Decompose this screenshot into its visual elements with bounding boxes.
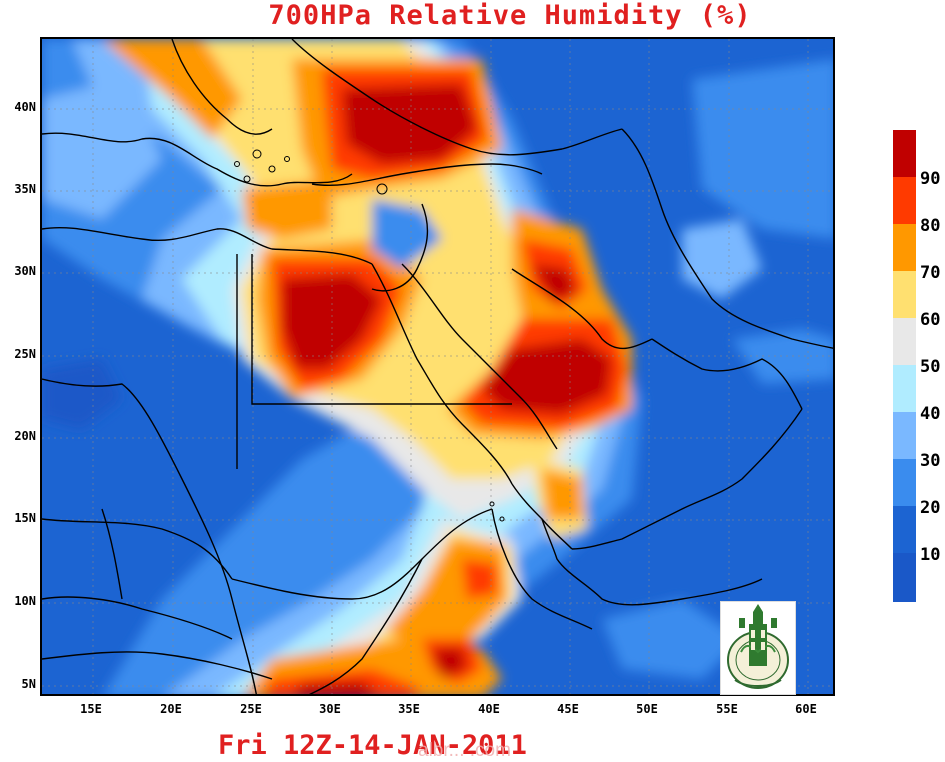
colorbar-label-10: 10 (920, 545, 941, 565)
colorbar-label-90: 90 (920, 169, 941, 189)
colorbar-label-40: 40 (920, 404, 941, 424)
lat-label-25n: 25N (14, 347, 36, 361)
lon-label-60e: 60E (795, 702, 817, 716)
lat-label-20n: 20N (14, 429, 36, 443)
watermark: albr... .com (418, 740, 511, 761)
colorbar-swatch-10-20 (893, 506, 916, 553)
lat-label-15n: 15N (14, 511, 36, 525)
lon-label-40e: 40E (478, 702, 500, 716)
lat-label-5n: 5N (21, 677, 36, 691)
lon-label-50e: 50E (636, 702, 658, 716)
lat-label-35n: 35N (14, 182, 36, 196)
coastlines (42, 39, 833, 694)
colorbar-swatch-50-60 (893, 318, 916, 365)
map-valid-time: Fri 12Z-14-JAN-2011 (218, 730, 527, 761)
islands (234, 149, 505, 522)
humidity-map-canvas (42, 39, 833, 694)
lon-label-35e: 35E (398, 702, 420, 716)
humidity-map (40, 37, 835, 696)
lat-label-30n: 30N (14, 264, 36, 278)
lon-label-20e: 20E (160, 702, 182, 716)
colorbar-swatch-0-10 (893, 553, 916, 602)
colorbar-label-50: 50 (920, 357, 941, 377)
colorbar-swatch-60-70 (893, 271, 916, 318)
map-title: 700HPa Relative Humidity (%) (268, 0, 752, 31)
colorbar-label-20: 20 (920, 498, 941, 518)
university-logo (720, 601, 796, 695)
colorbar-swatch-70-80 (893, 224, 916, 271)
university-emblem-icon (727, 604, 789, 689)
lon-label-15e: 15E (80, 702, 102, 716)
colorbar-swatch-80-90 (893, 177, 916, 224)
lat-label-10n: 10N (14, 594, 36, 608)
colorbar-label-60: 60 (920, 310, 941, 330)
colorbar-swatch-40-50 (893, 365, 916, 412)
lat-label-40n: 40N (14, 100, 36, 114)
lon-label-25e: 25E (240, 702, 262, 716)
map-grid (42, 39, 833, 694)
colorbar-swatch-20-30 (893, 459, 916, 506)
colorbar-label-80: 80 (920, 216, 941, 236)
colorbar-label-70: 70 (920, 263, 941, 283)
colorbar-swatch-90-100 (893, 130, 916, 177)
colorbar (893, 130, 916, 602)
humidity-field (42, 39, 833, 694)
lon-label-55e: 55E (716, 702, 738, 716)
lon-label-45e: 45E (557, 702, 579, 716)
colorbar-label-30: 30 (920, 451, 941, 471)
colorbar-swatch-30-40 (893, 412, 916, 459)
lon-label-30e: 30E (319, 702, 341, 716)
